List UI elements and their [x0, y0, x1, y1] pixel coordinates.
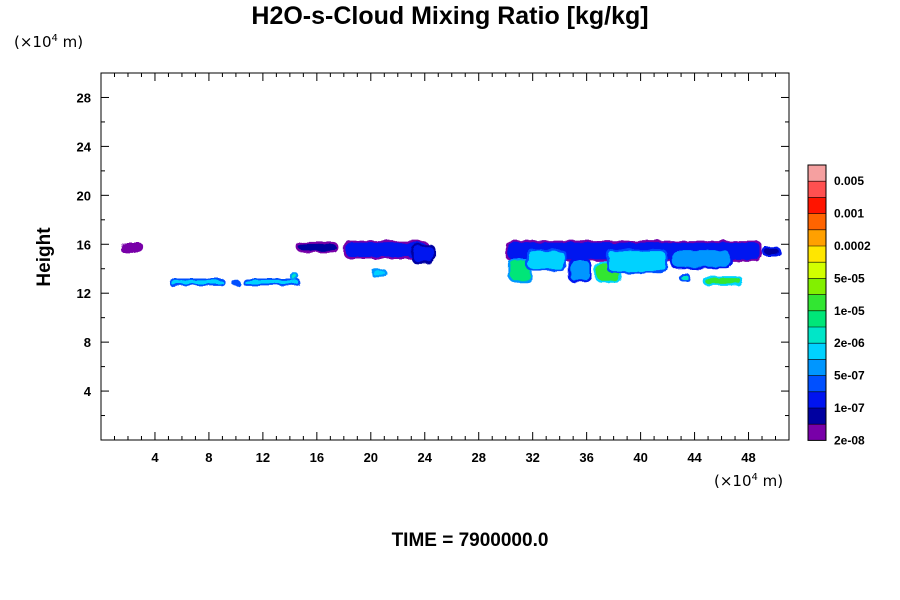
legend-swatch — [808, 359, 826, 376]
cloud-patch — [289, 271, 298, 281]
cloud-patch-core — [680, 275, 689, 280]
cloud-patch-core — [608, 251, 666, 272]
x-tick-label: 16 — [310, 450, 324, 465]
y-tick-label: 20 — [77, 188, 91, 203]
cloud-patch — [370, 268, 387, 278]
cloud-patch-core — [298, 243, 337, 251]
x-tick-label: 48 — [741, 450, 755, 465]
legend-frame — [807, 164, 827, 441]
cloud-patch — [762, 246, 781, 257]
legend-swatch — [808, 262, 826, 279]
cloud-patch — [670, 249, 733, 269]
chart-title: H2O-s-Cloud Mixing Ratio [kg/kg] — [251, 2, 649, 30]
x-tick-label: 36 — [579, 450, 593, 465]
cloud-patch — [606, 249, 668, 274]
cloud-patch — [296, 241, 339, 253]
cloud-patch — [411, 244, 436, 264]
time-label: TIME = 7900000.0 — [391, 530, 549, 551]
legend-swatch — [808, 391, 826, 408]
legend-swatch — [808, 229, 826, 246]
x-tick-label: 4 — [151, 450, 159, 465]
legend-swatch — [808, 278, 826, 295]
y-tick-label: 8 — [84, 335, 91, 350]
x-tick-label: 28 — [471, 450, 485, 465]
legend-label: 1e-05 — [834, 304, 865, 318]
x-tick-label: 8 — [205, 450, 212, 465]
cloud-patch — [702, 276, 744, 286]
legend-label: 2e-06 — [834, 336, 865, 350]
legend-swatch — [808, 181, 826, 198]
legend-swatch — [808, 294, 826, 311]
legend-swatch — [808, 375, 826, 392]
legend-label: 5e-05 — [834, 271, 865, 285]
legend-swatch — [808, 213, 826, 230]
y-tick-label: 24 — [77, 139, 92, 154]
legend-label: 1e-07 — [834, 401, 865, 415]
legend-swatch — [808, 327, 826, 344]
legend-label: 0.0002 — [834, 239, 871, 253]
cloud-patch — [168, 278, 226, 286]
legend-swatch — [808, 246, 826, 263]
cloud-patch-core — [372, 270, 385, 276]
cloud-patch-core — [527, 251, 565, 270]
cloud-patch-core — [233, 281, 239, 285]
x-tick-label: 32 — [525, 450, 539, 465]
x-tick-label: 20 — [364, 450, 378, 465]
cloud-patch — [567, 258, 593, 283]
cloud-patch — [525, 249, 567, 272]
cloud-patch — [119, 243, 145, 253]
x-tick-label: 40 — [633, 450, 647, 465]
cloud-patch-core — [672, 251, 731, 267]
cloud-patch — [231, 279, 240, 286]
legend-swatch — [808, 310, 826, 327]
cloud-patch — [242, 278, 301, 286]
legend-label: 0.005 — [834, 174, 864, 188]
cloud-patch-core — [413, 246, 434, 262]
cloud-patch-core — [569, 260, 591, 281]
plot-frame — [100, 72, 790, 441]
y-tick-label: 28 — [77, 90, 91, 105]
x-axis-unit: (×104 m) — [714, 472, 784, 490]
legend-label: 0.001 — [834, 207, 864, 221]
legend-swatch — [808, 197, 826, 214]
cloud-patch-core — [121, 245, 143, 251]
y-axis-label: Height — [34, 227, 55, 287]
cloud-patch-core — [510, 260, 531, 281]
legend-swatch — [808, 165, 826, 182]
legend-swatch — [808, 408, 826, 425]
cloud-patch-core — [704, 278, 742, 284]
cloud-patch — [343, 240, 429, 259]
legend-label: 2e-08 — [834, 433, 865, 447]
x-tick-label: 44 — [687, 450, 702, 465]
cloud-patch-core — [244, 280, 299, 285]
y-tick-label: 4 — [84, 384, 92, 399]
y-axis-unit: (×104 m) — [14, 33, 84, 51]
y-tick-label: 16 — [77, 237, 91, 252]
legend-swatch — [808, 343, 826, 360]
y-tick-label: 12 — [77, 286, 91, 301]
legend-swatch — [808, 424, 826, 441]
cloud-patch-core — [764, 248, 779, 255]
x-tick-label: 12 — [256, 450, 270, 465]
legend-label: 5e-07 — [834, 369, 865, 383]
cloud-patch-core — [291, 273, 296, 279]
cloud-patch-core — [345, 242, 427, 257]
cloud-patch — [678, 273, 691, 281]
cloud-patch-core — [170, 280, 224, 285]
x-tick-label: 24 — [418, 450, 433, 465]
